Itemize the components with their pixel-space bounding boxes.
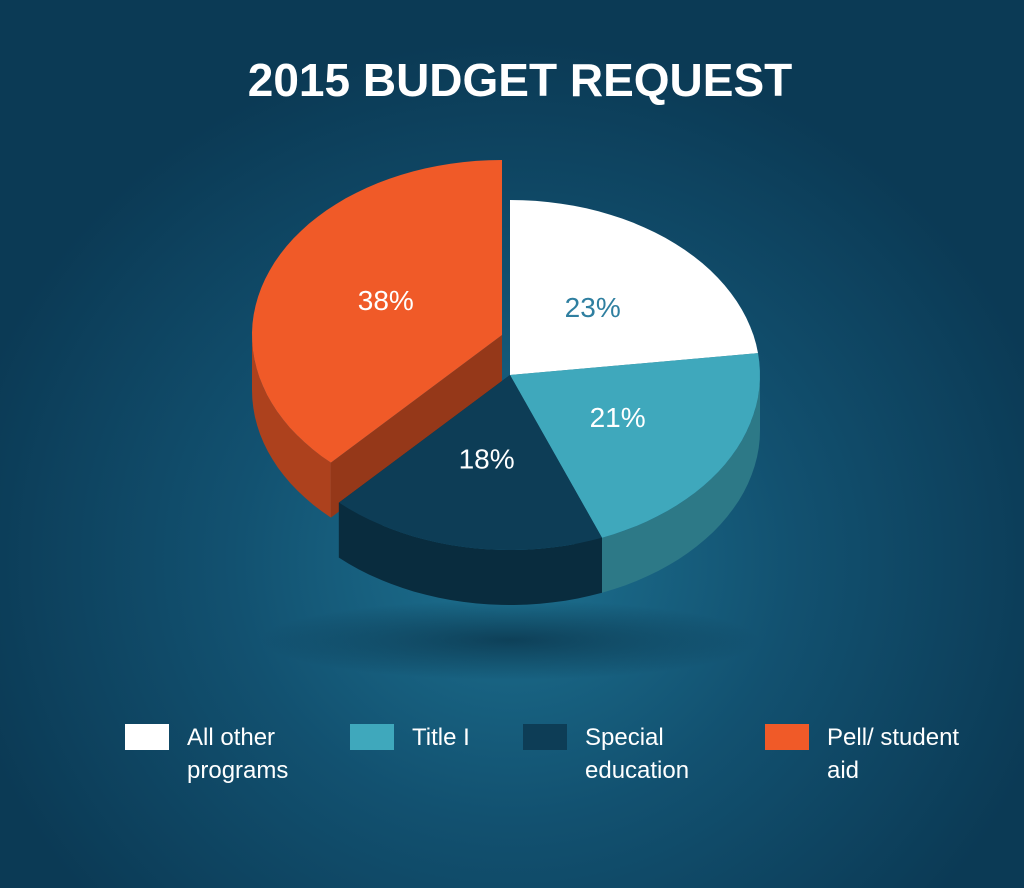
pie-slice — [510, 200, 758, 375]
legend-item: Title I — [350, 724, 552, 754]
slice-side — [252, 335, 331, 518]
slice-cut — [330, 335, 502, 518]
legend-swatch — [523, 724, 567, 750]
value-label: 38% — [358, 285, 414, 316]
legend-item: Special education — [523, 724, 725, 787]
legend-swatch — [765, 724, 809, 750]
pie-slice — [338, 375, 602, 550]
chart-title: 2015 BUDGET REQUEST — [248, 54, 792, 106]
value-label: 18% — [459, 443, 515, 474]
legend-label: Special education — [585, 724, 690, 784]
pie-slice — [510, 353, 760, 538]
legend-item: All other programs — [125, 724, 327, 787]
legend-swatch — [350, 724, 394, 750]
legend-item: Pell/ student aid — [765, 724, 967, 787]
legend-label: All other programs — [187, 724, 289, 784]
pie-slice — [252, 160, 502, 463]
pie-shadow — [260, 600, 760, 680]
slice-side — [602, 375, 760, 593]
value-label: 23% — [565, 292, 621, 323]
legend-swatch — [125, 724, 169, 750]
legend-label: Title I — [412, 724, 470, 751]
slice-side — [338, 502, 602, 605]
legend-label: Pell/ student aid — [827, 724, 960, 784]
value-label: 21% — [590, 402, 646, 433]
